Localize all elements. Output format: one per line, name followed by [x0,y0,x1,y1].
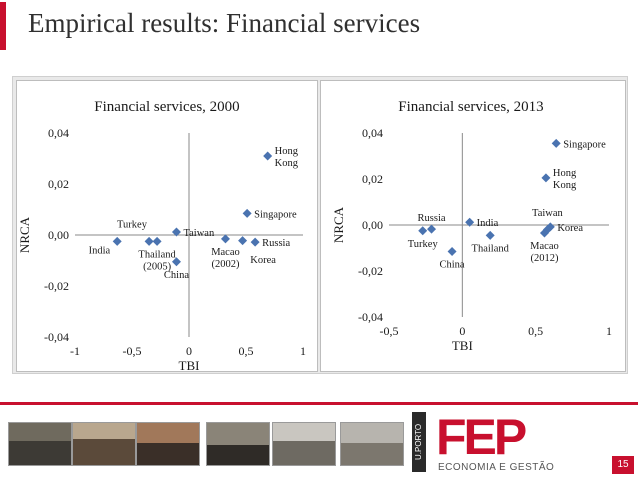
fep-logo: U.PORTO FEP ECONOMIA E GESTÃO [412,410,587,476]
data-point [418,226,428,236]
x-tick-label: 1 [300,344,306,358]
data-point [171,227,181,237]
point-label: Macao [211,247,240,258]
x-tick-label: 0 [459,324,465,338]
data-point [465,217,475,227]
x-tick-label: -0,5 [123,344,142,358]
data-point [152,236,162,246]
data-point [250,237,260,247]
chart-title: Financial services, 2000 [94,99,239,115]
data-point [541,173,551,183]
data-point [551,138,561,148]
data-point [144,236,154,246]
fep-logo-text: FEP [436,409,527,465]
y-tick-label: -0,04 [358,310,383,324]
charts-frame: Financial services, 2000 0,04 0,02 0,00 -0,0… [12,76,628,374]
y-tick-label: -0,04 [44,330,69,344]
y-tick-label: -0,02 [44,279,69,293]
x-tick-label: 1 [606,324,612,338]
scatter-chart-2000: Financial services, 2000 0,04 0,02 0,00 -0,0… [17,99,306,371]
footer-photo-6 [340,422,404,466]
x-tick-label: 0,5 [528,324,543,338]
footer-photo-5 [272,422,336,466]
point-label: Turkey [408,239,439,250]
point-label: Macao [530,241,559,252]
point-label: Singapore [254,209,297,220]
data-point [447,246,457,256]
point-label: Russia [262,238,290,249]
data-point [485,230,495,240]
point-label: Turkey [117,219,148,230]
y-tick-label: 0,02 [48,177,69,191]
footer-photo-2 [72,422,136,466]
x-axis-label: TBI [452,338,473,353]
data-point [263,151,273,161]
point-label: Hong [275,146,299,157]
data-point [427,224,437,234]
data-point [220,234,230,244]
point-label: Taiwan [532,208,564,219]
footer-photo-4 [206,422,270,466]
y-tick-label: 0,04 [48,126,69,140]
data-point [238,236,248,246]
point-label: (2012) [530,253,558,264]
chart-title: Financial services, 2013 [398,99,543,115]
point-label: Korea [250,255,276,266]
page-number: 15 [612,456,634,474]
x-tick-label: 0 [186,344,192,358]
data-point [171,257,181,267]
x-tick-label: -1 [70,344,80,358]
point-label: India [477,218,499,229]
point-label: Taiwan [183,228,215,239]
point-label: India [89,245,111,256]
x-axis-label: TBI [179,358,200,371]
y-tick-label: 0,00 [362,218,383,232]
y-axis-label: NRCA [17,216,32,253]
point-label: Thailand [138,249,176,260]
point-label: Korea [557,223,583,234]
footer-divider [0,402,638,405]
footer-photo-3 [136,422,200,466]
scatter-chart-2013: Financial services, 2013 0,04 0,02 0,00 -0,0… [331,99,612,353]
y-tick-label: 0,02 [362,172,383,186]
point-label: Russia [418,213,446,224]
point-label: Kong [553,180,577,191]
y-tick-label: 0,00 [48,228,69,242]
point-label: China [440,259,465,270]
point-label: (2005) [143,261,171,272]
footer-photo-1 [8,422,72,466]
point-label: Hong [553,168,577,179]
data-point [539,228,549,238]
y-tick-label: 0,04 [362,126,383,140]
chart-panel-2000: Financial services, 2000 0,04 0,02 0,00 -0,0… [16,80,318,372]
chart-panel-2013: Financial services, 2013 0,04 0,02 0,00 -0,0… [320,80,626,372]
point-label: Kong [275,158,299,169]
y-axis-label: NRCA [331,206,346,243]
point-label: (2002) [211,259,239,270]
point-label: Singapore [563,139,606,150]
x-tick-label: -0,5 [380,324,399,338]
y-tick-label: -0,02 [358,264,383,278]
slide-title: Empirical results: Financial services [28,8,421,38]
fep-logo-subtitle: ECONOMIA E GESTÃO [438,462,555,473]
data-point [112,236,122,246]
point-label: Thailand [472,243,510,254]
point-label: China [164,270,189,281]
data-point [545,222,555,232]
x-tick-label: 0,5 [239,344,254,358]
title-accent-bar [0,2,6,50]
uporto-mark: U.PORTO [412,412,426,472]
data-point [242,208,252,218]
